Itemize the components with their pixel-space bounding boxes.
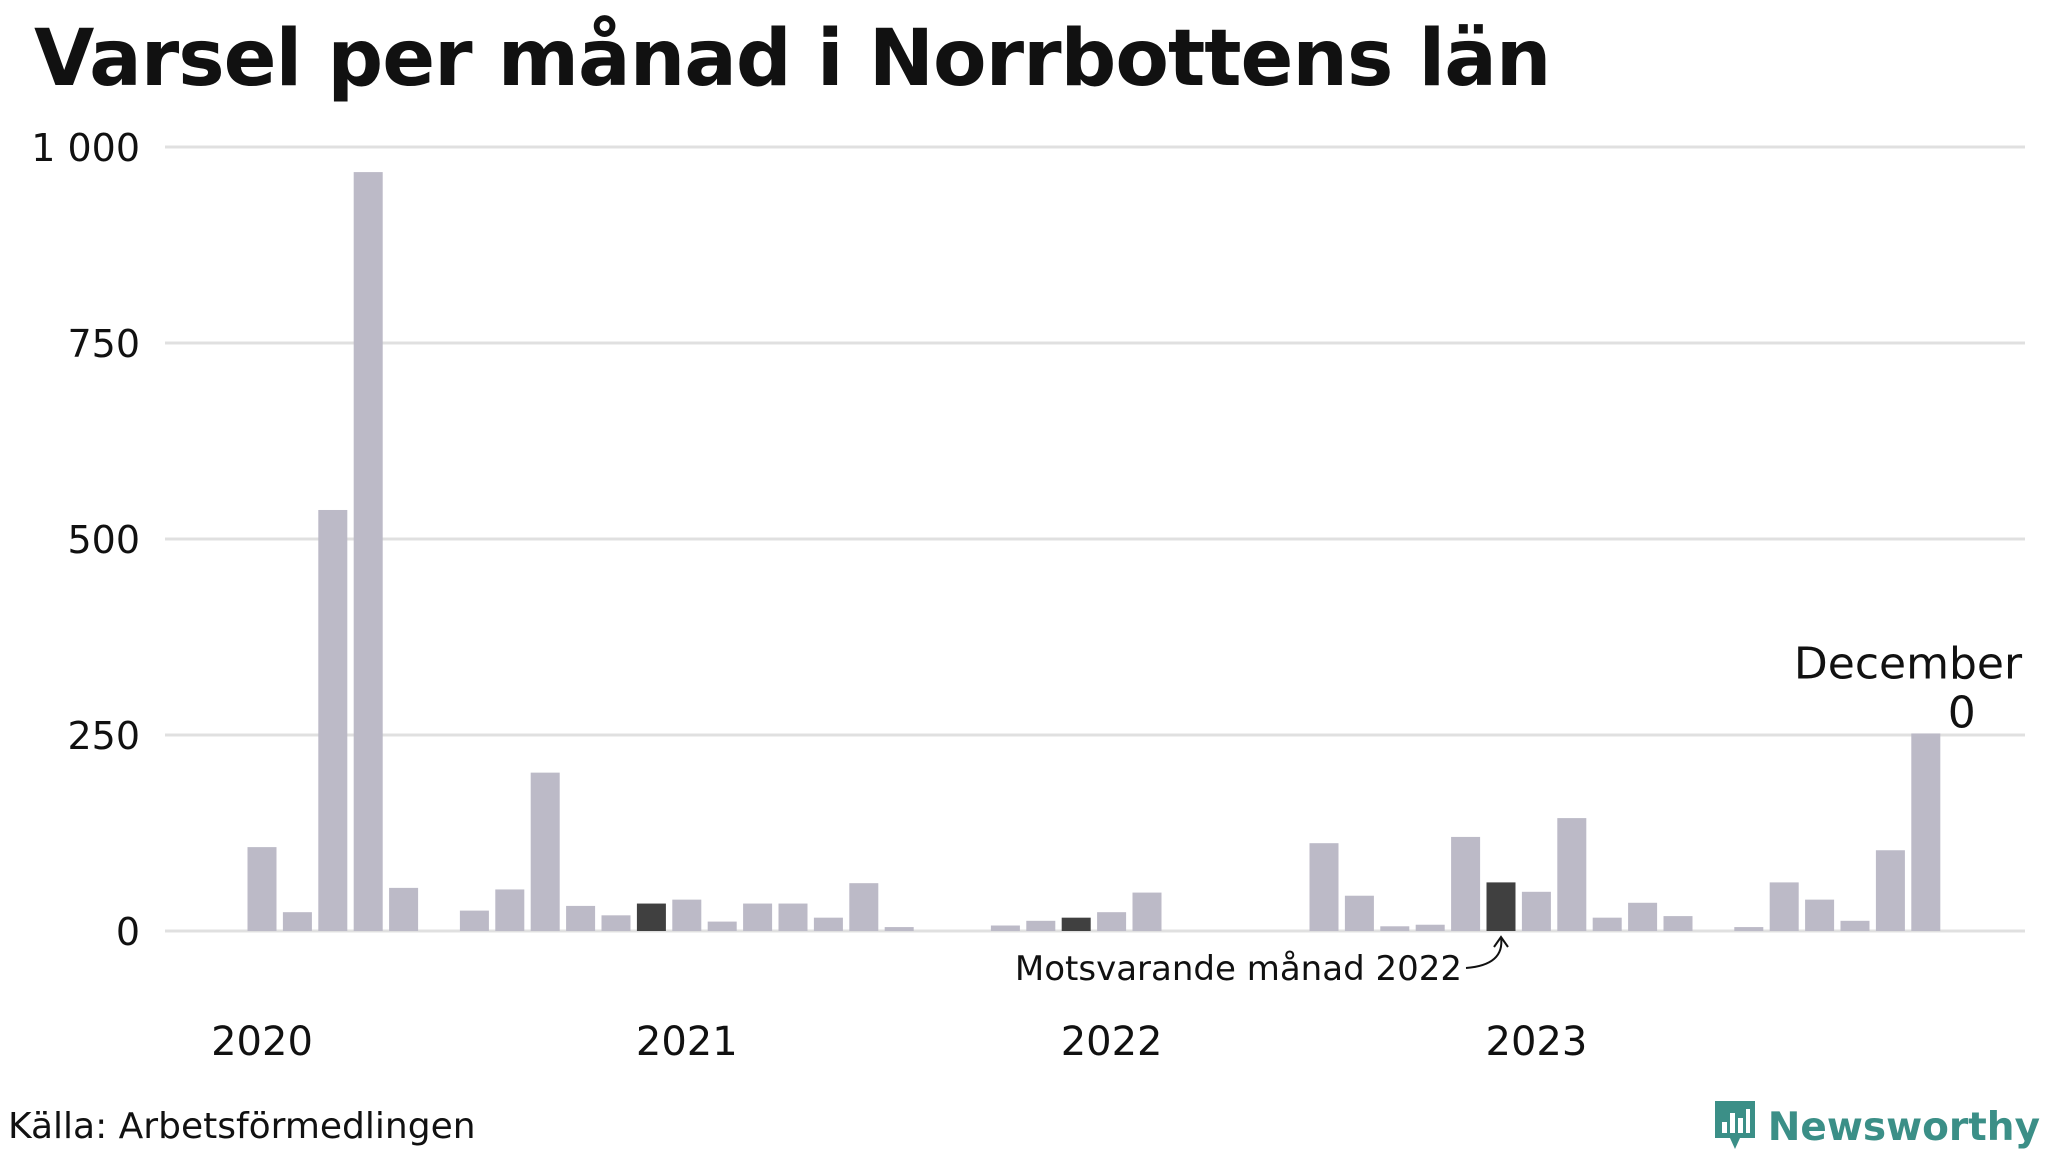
bar-highlighted [1061, 917, 1091, 931]
bar [459, 910, 489, 931]
y-tick-label: 0 [116, 910, 140, 954]
chart-title: Varsel per månad i Norrbottens län [34, 14, 1551, 104]
bar [849, 883, 879, 931]
bar-chart-logo-icon [1712, 1098, 1758, 1156]
bars [247, 172, 1941, 931]
x-axis-labels: 2020 2021 2022 2023 [211, 1019, 1587, 1065]
bar [1592, 917, 1622, 931]
bar [601, 915, 631, 931]
bar [1344, 895, 1374, 931]
x-year-label: 2021 [636, 1019, 738, 1065]
bar [1451, 836, 1481, 931]
bar [1805, 899, 1835, 931]
bar [1380, 926, 1410, 931]
bar [1769, 882, 1799, 931]
bar [1026, 920, 1056, 931]
bar [743, 903, 773, 931]
bar [1628, 902, 1658, 931]
gridlines [165, 145, 2025, 933]
bar [778, 903, 808, 931]
brand-logo: Newsworthy [1712, 1098, 2040, 1156]
annotation-arrowhead [1493, 935, 1509, 948]
bar [282, 912, 312, 931]
y-tick-label: 250 [67, 714, 140, 758]
brand-name: Newsworthy [1767, 1104, 2040, 1150]
bar-chart: 0 250 500 750 1 000 2020 2021 2022 2023 Decembe… [31, 126, 2025, 1065]
y-tick-label: 750 [67, 322, 140, 366]
annotation-text: Motsvarande månad 2022 [1015, 949, 1462, 989]
bar [566, 905, 596, 931]
y-tick-label: 1 000 [31, 126, 140, 170]
bar [318, 509, 348, 931]
bar [1132, 892, 1162, 931]
bar [990, 925, 1020, 931]
bar [1911, 733, 1941, 931]
bar [1309, 843, 1339, 931]
y-axis-labels: 0 250 500 750 1 000 [31, 126, 140, 954]
bar [707, 921, 737, 931]
callout-month-label: December [1794, 638, 2023, 689]
bar-highlighted [1486, 882, 1516, 931]
x-year-label: 2020 [211, 1019, 313, 1065]
bar [389, 887, 419, 931]
last-month-callout: December 0 [1794, 638, 2023, 738]
bar [884, 927, 914, 931]
source-note: Källa: Arbetsförmedlingen [8, 1106, 476, 1147]
comparison-annotation: Motsvarande månad 2022 [1015, 935, 1509, 989]
bar [247, 847, 277, 931]
bar [530, 772, 560, 931]
annotation-arrow [1465, 936, 1503, 969]
bar [353, 172, 383, 931]
bar [495, 889, 525, 931]
bar-highlighted [636, 903, 666, 931]
bar [1840, 920, 1870, 931]
bar [813, 917, 843, 931]
bar [1415, 924, 1445, 931]
bar [672, 899, 702, 931]
x-year-label: 2022 [1061, 1019, 1163, 1065]
bar [1097, 912, 1127, 931]
callout-value-label: 0 [1948, 687, 1976, 738]
bar [1557, 818, 1587, 931]
y-tick-label: 500 [67, 518, 140, 562]
bar [1521, 891, 1551, 931]
x-year-label: 2023 [1486, 1019, 1588, 1065]
bar [1875, 850, 1905, 931]
bar [1663, 916, 1693, 931]
bar [1734, 927, 1764, 931]
